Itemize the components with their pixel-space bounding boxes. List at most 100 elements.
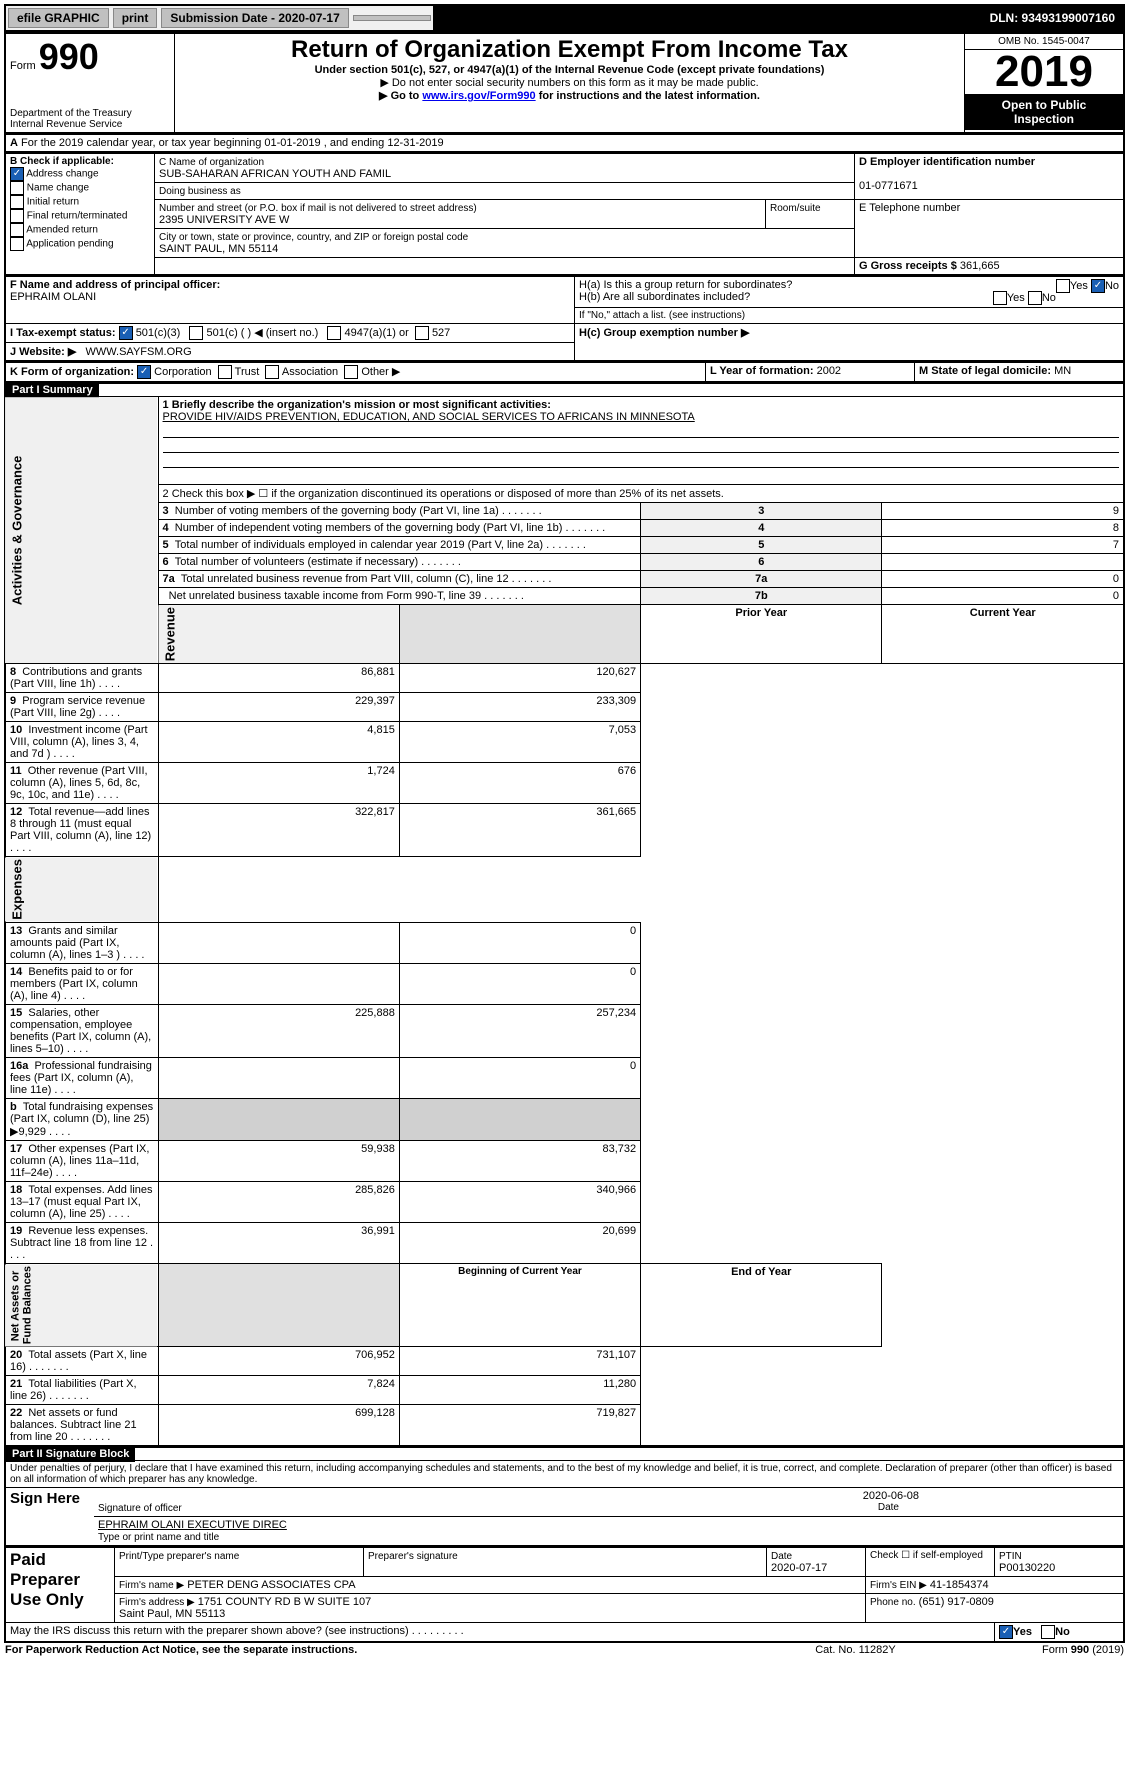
- expense-row: 16a Professional fundraising fees (Part …: [5, 1058, 1124, 1099]
- chk-501c3[interactable]: ✓: [119, 326, 133, 340]
- chk-4947[interactable]: [327, 326, 341, 340]
- chk-ha-yes[interactable]: [1056, 279, 1070, 293]
- opt-corp: Corporation: [154, 366, 211, 378]
- ein-value: 01-0771671: [859, 180, 918, 192]
- hb-yes: Yes: [1007, 292, 1025, 304]
- gov-row: Net unrelated business taxable income fr…: [5, 588, 1124, 605]
- city-state-zip: SAINT PAUL, MN 55114: [159, 243, 278, 255]
- prep-date: 2020-07-17: [771, 1562, 827, 1574]
- form-footer: Form 990 (2019): [944, 1643, 1125, 1657]
- perjury-declaration: Under penalties of perjury, I declare th…: [5, 1461, 1124, 1488]
- blank-button[interactable]: [353, 15, 431, 21]
- sig-officer-label: Signature of officer: [98, 1503, 182, 1514]
- top-bar: efile GRAPHIC print Submission Date - 20…: [4, 4, 1125, 32]
- opt-amended: Amended return: [26, 225, 98, 236]
- firm-name-label: Firm's name ▶: [119, 1580, 184, 1591]
- expense-row: 19 Revenue less expenses. Subtract line …: [5, 1223, 1124, 1264]
- f-label: F Name and address of principal officer:: [10, 279, 220, 291]
- prep-date-label: Date: [771, 1551, 792, 1562]
- section-net: Net Assets or Fund Balances: [5, 1264, 158, 1347]
- line-a-table: A For the 2019 calendar year, or tax yea…: [4, 134, 1125, 153]
- chk-initial-return[interactable]: [10, 195, 24, 209]
- efile-button[interactable]: efile GRAPHIC: [8, 8, 109, 28]
- line1-label: 1 Briefly describe the organization's mi…: [163, 399, 551, 411]
- chk-app-pending[interactable]: [10, 237, 24, 251]
- gov-row: 4 Number of independent voting members o…: [5, 520, 1124, 537]
- prep-name-label: Print/Type preparer's name: [119, 1551, 239, 1562]
- dln-label: DLN: 93493199007160: [982, 9, 1123, 27]
- discuss-no: No: [1055, 1626, 1070, 1638]
- opt-other: Other ▶: [361, 366, 400, 378]
- chk-trust[interactable]: [218, 365, 232, 379]
- expense-row: b Total fundraising expenses (Part IX, c…: [5, 1099, 1124, 1141]
- chk-corp[interactable]: ✓: [137, 365, 151, 379]
- part-i-header: Part I Summary: [6, 382, 99, 398]
- net-row: 22 Net assets or fund balances. Subtract…: [5, 1405, 1124, 1447]
- cat-number: Cat. No. 11282Y: [767, 1643, 945, 1657]
- website-value: WWW.SAYFSM.ORG: [86, 346, 192, 358]
- name-title-label: Type or print name and title: [98, 1532, 219, 1543]
- opt-trust: Trust: [235, 366, 260, 378]
- form-number: 990: [39, 36, 99, 77]
- chk-assoc[interactable]: [265, 365, 279, 379]
- chk-527[interactable]: [415, 326, 429, 340]
- discuss-yes: Yes: [1013, 1626, 1032, 1638]
- chk-name-change[interactable]: [10, 181, 24, 195]
- d-label: D Employer identification number: [859, 156, 1035, 168]
- revenue-row: 8 Contributions and grants (Part VIII, l…: [5, 664, 1124, 693]
- revenue-row: 12 Total revenue—add lines 8 through 11 …: [5, 804, 1124, 857]
- form-title: Return of Organization Exempt From Incom…: [179, 36, 960, 64]
- ptin-label: PTIN: [999, 1551, 1022, 1562]
- ha-yes: Yes: [1070, 280, 1088, 292]
- dept-label: Department of the Treasury Internal Reve…: [10, 108, 170, 130]
- gov-row: 3 Number of voting members of the govern…: [5, 503, 1124, 520]
- opt-app-pending: Application pending: [26, 239, 113, 250]
- line2-text: 2 Check this box ▶ ☐ if the organization…: [158, 485, 1124, 503]
- prior-year-header: Prior Year: [641, 605, 882, 664]
- org-name: SUB-SAHARAN AFRICAN YOUTH AND FAMIL: [159, 168, 391, 180]
- hc-label: H(c) Group exemption number ▶: [579, 327, 749, 339]
- submission-date-button[interactable]: Submission Date - 2020-07-17: [161, 8, 348, 28]
- irs-link[interactable]: www.irs.gov/Form990: [422, 90, 535, 102]
- chk-hb-yes[interactable]: [993, 291, 1007, 305]
- prep-sig-label: Preparer's signature: [368, 1551, 458, 1562]
- opt-final-return: Final return/terminated: [27, 211, 128, 222]
- note-ssn: ▶ Do not enter social security numbers o…: [179, 76, 960, 89]
- g-label: G Gross receipts $: [859, 260, 957, 272]
- top-bar-left: efile GRAPHIC print Submission Date - 20…: [6, 6, 433, 30]
- signature-date: 2020-06-08: [98, 1490, 1119, 1502]
- chk-ha-no[interactable]: ✓: [1091, 279, 1105, 293]
- chk-other[interactable]: [344, 365, 358, 379]
- revenue-row: 11 Other revenue (Part VIII, column (A),…: [5, 763, 1124, 804]
- c-name-label: C Name of organization: [159, 157, 264, 168]
- hb-note: If "No," attach a list. (see instruction…: [575, 308, 1125, 324]
- revenue-row: 10 Investment income (Part VIII, column …: [5, 722, 1124, 763]
- mission-text: PROVIDE HIV/AIDS PREVENTION, EDUCATION, …: [163, 411, 695, 423]
- i-label: I Tax-exempt status:: [10, 327, 116, 339]
- chk-hb-no[interactable]: [1028, 291, 1042, 305]
- m-label: M State of legal domicile:: [919, 365, 1051, 377]
- year-formation: 2002: [817, 365, 841, 377]
- sign-here-label: Sign Here: [5, 1488, 94, 1547]
- e-label: E Telephone number: [859, 202, 960, 214]
- opt-initial-return: Initial return: [27, 197, 79, 208]
- chk-501c[interactable]: [189, 326, 203, 340]
- revenue-row: 9 Program service revenue (Part VIII, li…: [5, 693, 1124, 722]
- chk-discuss-no[interactable]: [1041, 1625, 1055, 1639]
- chk-amended[interactable]: [10, 223, 24, 237]
- expense-row: 15 Salaries, other compensation, employe…: [5, 1005, 1124, 1058]
- line-a-text: For the 2019 calendar year, or tax year …: [21, 137, 444, 149]
- firm-ein: 41-1854374: [930, 1579, 989, 1591]
- preparer-table: Paid Preparer Use Only Print/Type prepar…: [4, 1547, 1125, 1643]
- form-subtitle: Under section 501(c), 527, or 4947(a)(1)…: [179, 64, 960, 76]
- chk-address-change[interactable]: ✓: [10, 167, 24, 181]
- note2-suffix: for instructions and the latest informat…: [536, 90, 760, 102]
- officer-name-title: EPHRAIM OLANI EXECUTIVE DIREC: [98, 1519, 287, 1531]
- dba-label: Doing business as: [159, 186, 241, 197]
- chk-discuss-yes[interactable]: ✓: [999, 1625, 1013, 1639]
- paid-preparer-label: Paid Preparer Use Only: [5, 1548, 115, 1623]
- print-button[interactable]: print: [113, 8, 158, 28]
- gov-row: 6 Total number of volunteers (estimate i…: [5, 554, 1124, 571]
- chk-final-return[interactable]: [10, 209, 24, 223]
- street-address: 2395 UNIVERSITY AVE W: [159, 214, 289, 226]
